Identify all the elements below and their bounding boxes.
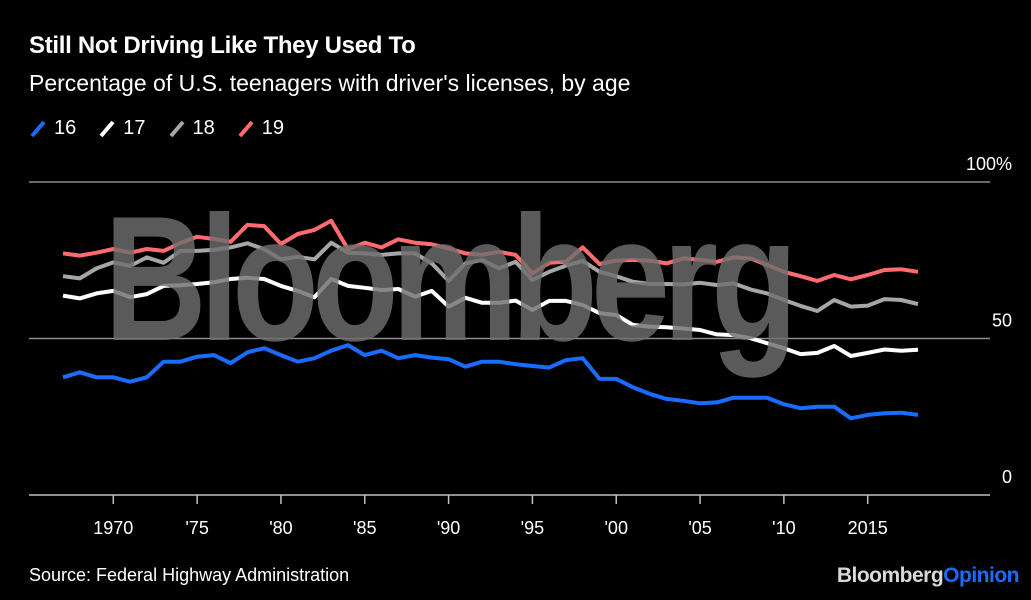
gridlines xyxy=(29,181,990,496)
brand-secondary: Opinion xyxy=(943,564,1019,587)
legend-item-19: 19 xyxy=(237,117,284,140)
legend-label-18: 18 xyxy=(192,117,215,139)
legend-label-16: 16 xyxy=(54,117,77,139)
legend: 16 17 18 19 xyxy=(29,117,306,140)
source-note: Source: Federal Highway Administration xyxy=(29,565,350,585)
x-tick-label: '00 xyxy=(605,518,628,538)
x-tick-label: '85 xyxy=(353,518,376,538)
legend-swatch-18-icon xyxy=(168,120,185,137)
legend-swatch-16-icon xyxy=(30,120,46,137)
series-line-16 xyxy=(62,343,919,421)
legend-item-16: 16 xyxy=(29,117,76,140)
x-tick-label: '90 xyxy=(437,518,460,538)
y-axis: 0 50 100% xyxy=(966,154,1012,487)
chart-title: Still Not Driving Like They Used To xyxy=(29,32,416,59)
y-tick-label: 100% xyxy=(966,154,1012,174)
x-tick-label: '75 xyxy=(185,518,208,538)
x-tick-label: '80 xyxy=(269,518,292,538)
chart-subtitle: Percentage of U.S. teenagers with driver… xyxy=(29,70,631,96)
series-line-17 xyxy=(62,275,919,358)
legend-item-17: 17 xyxy=(98,117,146,140)
x-tick-label: 2015 xyxy=(848,518,888,538)
series-lines xyxy=(62,218,919,421)
x-tick-label: '10 xyxy=(772,518,795,538)
x-tick-label: '05 xyxy=(688,518,711,538)
legend-swatch-17-icon xyxy=(99,120,115,137)
x-tick-label: '95 xyxy=(521,518,544,538)
y-tick-label: 0 xyxy=(1002,467,1012,487)
series-line-18 xyxy=(62,240,919,313)
x-axis: 1970 '75 '80 '85 '90 '95 '00 '05 '10 2015 xyxy=(93,495,888,538)
legend-label-17: 17 xyxy=(123,117,146,139)
brand-primary: Bloomberg xyxy=(836,564,944,587)
legend-swatch-19-icon xyxy=(238,120,254,137)
x-tick-label: 1970 xyxy=(93,518,133,538)
legend-item-18: 18 xyxy=(168,117,215,140)
bloomberg-opinion-logo: BloombergOpinion xyxy=(836,564,1020,588)
legend-label-19: 19 xyxy=(261,117,284,139)
series-line-19 xyxy=(62,218,919,283)
y-tick-label: 50 xyxy=(992,311,1012,331)
